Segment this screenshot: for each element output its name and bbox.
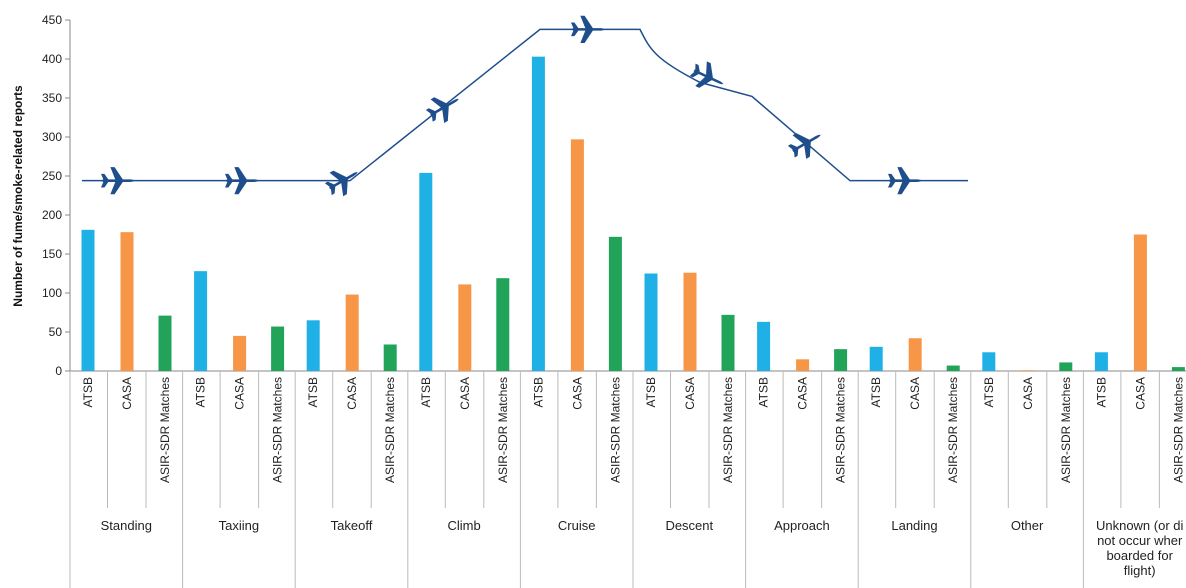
bar-atsb <box>757 321 771 371</box>
source-tick-label: ASIR-SDR Matches <box>158 377 172 483</box>
source-tick-label: ASIR-SDR Matches <box>1059 377 1073 483</box>
y-tick-label: 50 <box>49 325 63 339</box>
bar-casa <box>345 294 359 371</box>
bar-asir-sdr-matches <box>383 344 397 371</box>
category-label: Takeoff <box>331 518 373 533</box>
y-tick-label: 100 <box>42 286 62 300</box>
bar-asir-sdr-matches <box>158 315 172 371</box>
source-tick-label: CASA <box>1133 377 1147 410</box>
source-tick-label: ASIR-SDR Matches <box>271 377 285 483</box>
category-label: Landing <box>891 518 937 533</box>
category-label: Cruise <box>558 518 596 533</box>
category-labels: ATSB CASA ASIR-SDR Matches Standing ATSB CASA… <box>69 371 1185 588</box>
category-label: Taxiing <box>219 518 259 533</box>
bar-atsb <box>982 352 996 371</box>
airplane-icon <box>686 57 730 97</box>
bar-asir-sdr-matches <box>271 326 285 371</box>
category-label: Standing <box>101 518 152 533</box>
bar-asir-sdr-matches <box>1171 367 1185 371</box>
source-tick-label: ATSB <box>419 377 433 407</box>
bar-asir-sdr-matches <box>834 349 848 371</box>
source-tick-label: CASA <box>233 377 247 410</box>
source-tick-label: CASA <box>120 377 134 410</box>
source-tick-label: CASA <box>345 377 359 410</box>
category-label: boarded for <box>1106 548 1173 563</box>
bar-casa <box>683 272 697 371</box>
bar-casa <box>458 284 472 371</box>
bar-atsb <box>644 273 658 371</box>
source-tick-label: ASIR-SDR Matches <box>383 377 397 483</box>
category-label: flight) <box>1124 563 1156 578</box>
bar-casa <box>1133 234 1147 371</box>
y-tick-label: 450 <box>42 13 62 27</box>
bar-asir-sdr-matches <box>608 236 622 371</box>
source-tick-label: CASA <box>458 377 472 410</box>
y-axis-title: Number of fume/smoke-related reports <box>11 85 25 307</box>
source-tick-label: CASA <box>908 377 922 410</box>
source-tick-label: ATSB <box>306 377 320 407</box>
source-tick-label: ATSB <box>531 377 545 407</box>
airplane-icon <box>571 15 605 43</box>
category-label: not occur wher <box>1097 533 1183 548</box>
bar-atsb <box>81 229 95 371</box>
source-tick-label: ATSB <box>81 377 95 407</box>
bar-atsb <box>194 271 208 371</box>
source-tick-label: CASA <box>683 377 697 410</box>
category-label: Climb <box>447 518 480 533</box>
bar-casa <box>908 338 922 371</box>
airplane-icon <box>101 167 135 195</box>
flight-profile-line <box>82 28 968 182</box>
flight-profile <box>82 15 968 201</box>
bar-asir-sdr-matches <box>496 278 510 371</box>
bar-casa <box>570 139 584 371</box>
category-label: Descent <box>665 518 713 533</box>
bar-casa <box>120 232 134 371</box>
bar-asir-sdr-matches <box>946 365 960 371</box>
bar-casa <box>233 335 247 371</box>
source-tick-label: ASIR-SDR Matches <box>834 377 848 483</box>
bar-atsb <box>1094 352 1108 371</box>
source-tick-label: CASA <box>796 377 810 410</box>
source-tick-label: ASIR-SDR Matches <box>496 377 510 483</box>
category-label: Unknown (or di <box>1096 518 1184 533</box>
airplane-icon <box>888 167 922 195</box>
bar-casa <box>796 359 810 371</box>
y-tick-label: 250 <box>42 169 62 183</box>
bar-atsb <box>869 346 883 371</box>
bar-casa <box>1021 370 1035 372</box>
y-tick-label: 350 <box>42 91 62 105</box>
source-tick-label: CASA <box>1021 377 1035 410</box>
y-tick-label: 300 <box>42 130 62 144</box>
y-tick-label: 0 <box>55 364 62 378</box>
source-tick-label: ATSB <box>1094 377 1108 407</box>
source-tick-label: ATSB <box>982 377 996 407</box>
bar-asir-sdr-matches <box>1059 362 1073 371</box>
bar-atsb <box>531 56 545 371</box>
source-tick-label: ATSB <box>644 377 658 407</box>
axes: 0 50 100 150 200 250 300 350 400 450 <box>42 13 1186 378</box>
category-label: Other <box>1011 518 1044 533</box>
source-tick-label: ASIR-SDR Matches <box>608 377 622 483</box>
y-tick-label: 200 <box>42 208 62 222</box>
bar-atsb <box>419 172 433 371</box>
source-tick-label: ATSB <box>869 377 883 407</box>
source-tick-label: ASIR-SDR Matches <box>721 377 735 483</box>
y-tick-label: 150 <box>42 247 62 261</box>
source-tick-label: ASIR-SDR Matches <box>1171 377 1185 483</box>
category-label: Approach <box>774 518 830 533</box>
bar-atsb <box>306 320 320 371</box>
source-tick-label: ATSB <box>194 377 208 407</box>
bars <box>81 56 1185 372</box>
source-tick-label: ASIR-SDR Matches <box>946 377 960 483</box>
y-tick-label: 400 <box>42 52 62 66</box>
airplane-icon <box>225 167 259 195</box>
source-tick-label: ATSB <box>757 377 771 407</box>
source-tick-label: CASA <box>570 377 584 410</box>
bar-asir-sdr-matches <box>721 314 735 371</box>
